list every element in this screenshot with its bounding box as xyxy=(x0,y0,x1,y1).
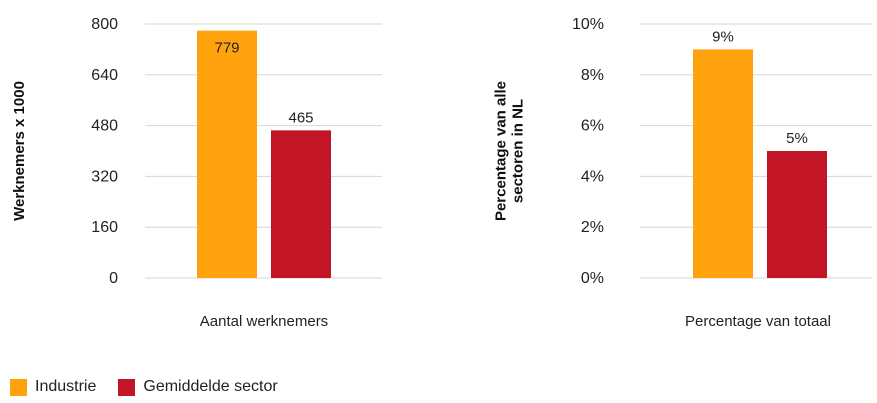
y-tick-label: 320 xyxy=(91,168,118,185)
legend-swatch-gemiddelde-sector xyxy=(118,378,136,396)
bar-industrie xyxy=(693,49,753,279)
data-label: 9% xyxy=(712,28,734,45)
y-axis-title: Percentage van alle xyxy=(493,81,510,221)
y-tick-label: 160 xyxy=(91,219,118,236)
y-tick-label: 800 xyxy=(91,16,118,33)
y-tick-label: 2% xyxy=(581,219,604,236)
data-label: 5% xyxy=(786,130,808,147)
y-tick-label: 0% xyxy=(581,270,604,287)
legend-label-industrie: Industrie xyxy=(35,378,97,395)
y-tick-label: 4% xyxy=(581,168,604,185)
legend-swatch-industrie xyxy=(10,378,27,396)
legend: Industrie Gemiddelde sector xyxy=(10,378,300,396)
bar-gemiddelde-sector xyxy=(271,130,331,278)
x-category-label: Percentage van totaal xyxy=(685,313,831,330)
y-tick-label: 8% xyxy=(581,67,604,84)
y-tick-label: 480 xyxy=(91,118,118,135)
y-axis-title: Werknemers x 1000 xyxy=(11,81,28,221)
legend-item-gemiddelde-sector: Gemiddelde sector xyxy=(118,378,278,396)
data-label: 779 xyxy=(214,40,239,57)
y-tick-label: 10% xyxy=(572,16,604,33)
y-tick-label: 0 xyxy=(109,270,118,287)
y-tick-label: 6% xyxy=(581,118,604,135)
legend-label-gemiddelde-sector: Gemiddelde sector xyxy=(143,378,278,395)
data-label: 465 xyxy=(288,109,313,126)
legend-item-industrie: Industrie xyxy=(10,378,96,396)
bar-industrie xyxy=(197,30,257,279)
bar-gemiddelde-sector xyxy=(767,151,827,278)
x-category-label: Aantal werknemers xyxy=(200,313,328,330)
y-axis-title: sectoren in NL xyxy=(510,99,527,203)
y-tick-label: 640 xyxy=(91,67,118,84)
